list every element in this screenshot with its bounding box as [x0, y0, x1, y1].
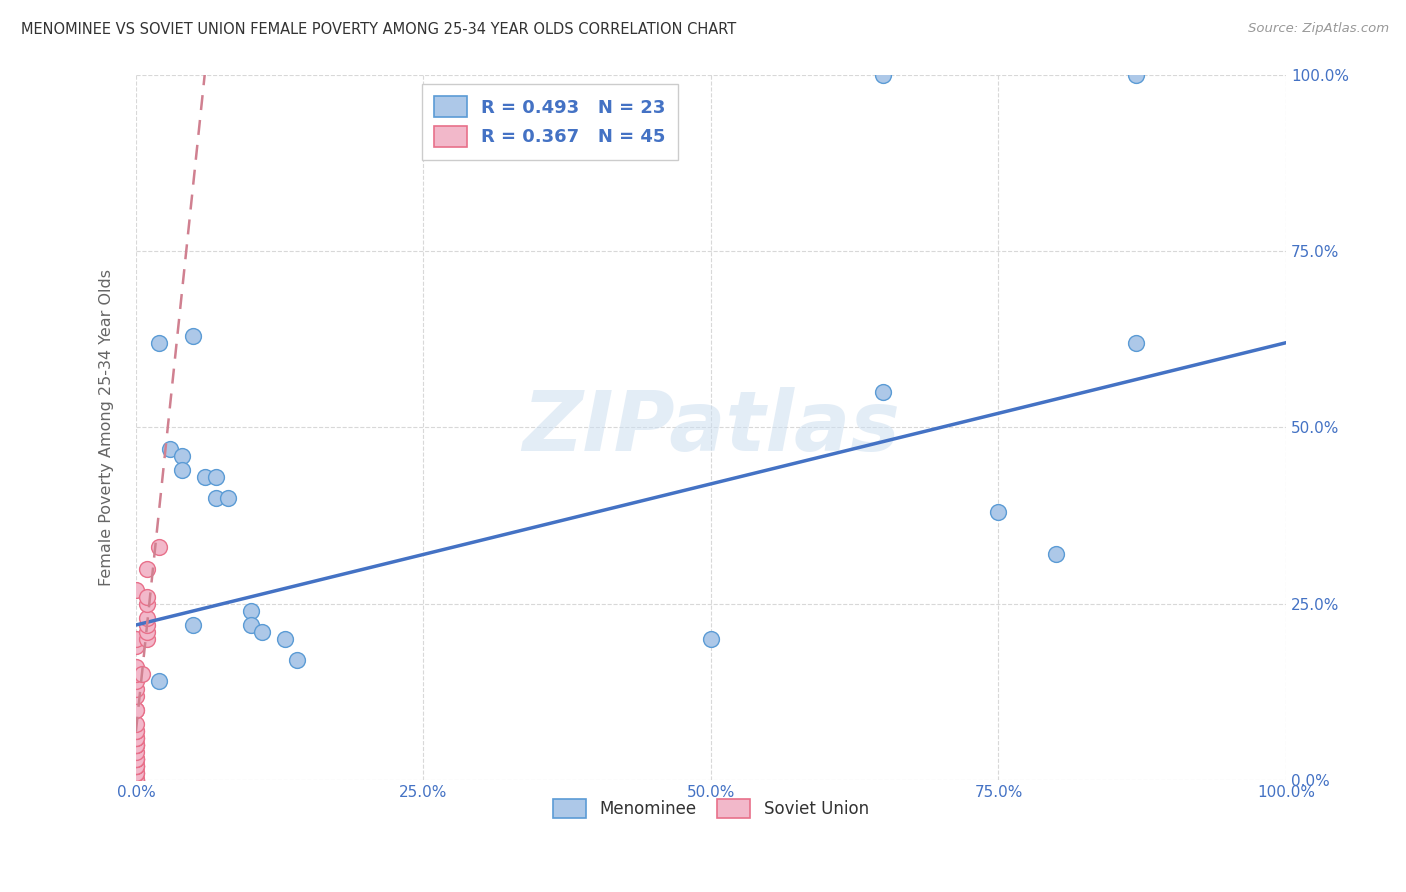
Point	[136, 618, 159, 632]
Point	[125, 632, 148, 647]
Point	[125, 766, 148, 780]
Point	[125, 738, 148, 752]
Point	[125, 759, 148, 773]
Point	[183, 328, 205, 343]
Point	[125, 660, 148, 674]
Point	[125, 773, 148, 788]
Point	[125, 667, 148, 681]
Point	[205, 491, 228, 505]
Point	[125, 731, 148, 745]
Point	[125, 766, 148, 780]
Point	[125, 759, 148, 773]
Point	[131, 667, 153, 681]
Point	[125, 689, 148, 703]
Point	[125, 738, 148, 752]
Point	[125, 738, 148, 752]
Point	[170, 463, 193, 477]
Point	[239, 618, 262, 632]
Point	[136, 632, 159, 647]
Point	[274, 632, 297, 647]
Point	[125, 773, 148, 788]
Point	[125, 759, 148, 773]
Point	[125, 773, 148, 788]
Point	[125, 759, 148, 773]
Point	[125, 723, 148, 738]
Point	[1125, 335, 1147, 350]
Point	[125, 582, 148, 597]
Point	[170, 449, 193, 463]
Point	[125, 745, 148, 759]
Point	[872, 68, 894, 82]
Point	[194, 470, 217, 484]
Point	[125, 731, 148, 745]
Point	[136, 561, 159, 575]
Point	[872, 385, 894, 400]
Point	[183, 618, 205, 632]
Point	[148, 335, 170, 350]
Point	[125, 766, 148, 780]
Point	[136, 590, 159, 604]
Point	[125, 681, 148, 696]
Point	[1045, 548, 1067, 562]
Point	[125, 716, 148, 731]
Text: MENOMINEE VS SOVIET UNION FEMALE POVERTY AMONG 25-34 YEAR OLDS CORRELATION CHART: MENOMINEE VS SOVIET UNION FEMALE POVERTY…	[21, 22, 737, 37]
Point	[125, 731, 148, 745]
Point	[987, 505, 1010, 519]
Point	[125, 674, 148, 689]
Point	[125, 738, 148, 752]
Point	[136, 611, 159, 625]
Point	[136, 625, 159, 640]
Legend: Menominee, Soviet Union: Menominee, Soviet Union	[547, 792, 876, 825]
Text: Source: ZipAtlas.com: Source: ZipAtlas.com	[1249, 22, 1389, 36]
Point	[125, 752, 148, 766]
Y-axis label: Female Poverty Among 25-34 Year Olds: Female Poverty Among 25-34 Year Olds	[100, 268, 114, 586]
Point	[125, 703, 148, 717]
Point	[285, 653, 308, 667]
Point	[125, 752, 148, 766]
Point	[239, 604, 262, 618]
Point	[700, 632, 723, 647]
Point	[136, 597, 159, 611]
Point	[125, 752, 148, 766]
Point	[252, 625, 274, 640]
Point	[125, 703, 148, 717]
Point	[159, 442, 181, 456]
Point	[205, 470, 228, 484]
Point	[125, 723, 148, 738]
Point	[125, 639, 148, 653]
Text: ZIPatlas: ZIPatlas	[522, 387, 900, 468]
Point	[148, 674, 170, 689]
Point	[217, 491, 239, 505]
Point	[125, 773, 148, 788]
Point	[125, 752, 148, 766]
Point	[1125, 68, 1147, 82]
Point	[148, 541, 170, 555]
